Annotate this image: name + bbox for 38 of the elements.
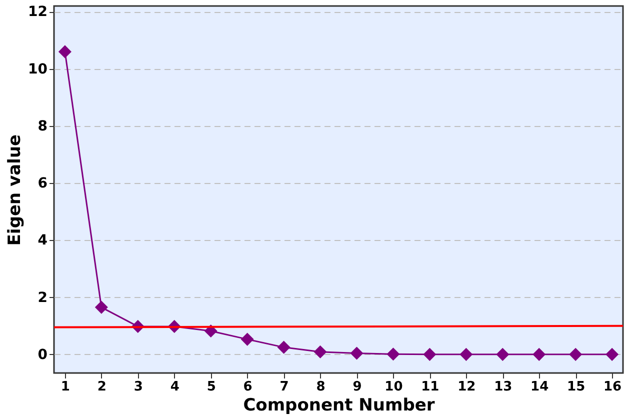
- x-tick-label: 5: [206, 380, 216, 394]
- point: [532, 348, 546, 361]
- x-tick-label: 1: [60, 380, 70, 394]
- y-tick-label: 4: [38, 232, 48, 249]
- x-tick-label: 15: [567, 380, 586, 394]
- point: [94, 300, 108, 314]
- x-tick-label: 12: [458, 380, 476, 394]
- point: [569, 348, 582, 361]
- point: [314, 345, 327, 358]
- x-tick-label: 6: [243, 380, 252, 394]
- point: [350, 346, 364, 360]
- y-tick-label: 0: [38, 346, 48, 363]
- y-tick-label: 6: [38, 176, 48, 192]
- x-tick-label: 4: [170, 380, 180, 394]
- y-tick-label: 12: [28, 4, 48, 20]
- x-tick-label: 2: [97, 380, 106, 394]
- point: [423, 348, 436, 361]
- y-tick-label: 2: [38, 290, 48, 306]
- x-tick-label: 3: [134, 380, 143, 394]
- x-tick-label: 10: [384, 380, 403, 394]
- point: [58, 45, 72, 58]
- x-axis-title: Component Number: [243, 396, 436, 416]
- x-tick-label: 11: [421, 380, 440, 394]
- x-tick-label: 8: [316, 380, 326, 394]
- point: [496, 348, 510, 361]
- point: [606, 348, 619, 361]
- point: [240, 332, 254, 346]
- y-tick-label: 8: [38, 118, 48, 134]
- point: [460, 348, 473, 361]
- x-tick-label: 9: [352, 380, 362, 394]
- x-tick-label: 14: [530, 380, 549, 394]
- x-tick-label: 7: [280, 380, 289, 394]
- point: [386, 348, 400, 361]
- y-axis-title: Eigen value: [5, 134, 26, 246]
- point: [277, 340, 290, 354]
- x-tick-label: 13: [494, 380, 512, 394]
- y-tick-label: 10: [28, 61, 48, 78]
- x-tick-label: 16: [604, 380, 622, 394]
